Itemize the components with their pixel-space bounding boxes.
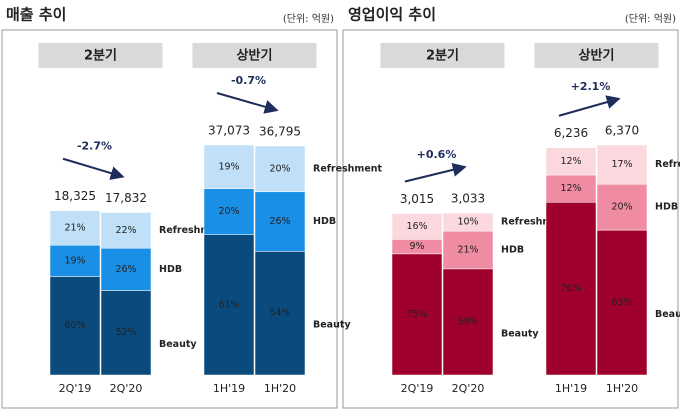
x-tick-label: 1H'19 [555, 382, 587, 395]
bar-segment [545, 147, 597, 176]
bar-segment [49, 244, 101, 277]
segment-label: 60% [64, 320, 85, 331]
series-label: HDB [501, 244, 524, 255]
series-label: Beauty [655, 309, 680, 320]
bar-segment [442, 268, 494, 376]
x-tick-label: 1H'20 [264, 382, 296, 395]
group-label: 2분기 [426, 49, 459, 64]
segment-label: 75% [406, 309, 427, 320]
segment-label: 10% [457, 217, 478, 228]
x-tick-label: 2Q'19 [401, 382, 434, 395]
x-tick-label: 1H'19 [213, 382, 245, 395]
total-label: 6,236 [554, 126, 588, 140]
bar-segment [545, 202, 597, 376]
series-label: Beauty [501, 328, 539, 339]
bar-segment [100, 247, 152, 291]
bar-segment [100, 290, 152, 376]
group-label: 상반기 [237, 48, 273, 64]
segment-label: 9% [409, 241, 424, 252]
group-label: 2분기 [84, 49, 117, 64]
unit-label: (단위: 억원) [625, 12, 676, 25]
bar-segment [596, 144, 648, 185]
bar-segment [391, 253, 443, 376]
segment-label: 26% [115, 264, 136, 275]
segment-label: 19% [218, 161, 239, 172]
bar-segment [442, 212, 494, 232]
group-header [380, 43, 505, 68]
panel-border [342, 29, 679, 409]
group-label: 상반기 [579, 48, 615, 64]
change-arrow [404, 162, 467, 183]
bar-segment [100, 212, 152, 249]
segment-label: 16% [406, 221, 427, 232]
bar-segment [254, 251, 306, 376]
bar-segment [596, 183, 648, 231]
segment-label: 12% [560, 156, 581, 167]
change-arrow [558, 95, 621, 117]
segment-label: 12% [560, 183, 581, 194]
bar-segment [545, 174, 597, 203]
bar-segment [254, 145, 306, 193]
group-header [192, 43, 317, 68]
series-label: Beauty [159, 339, 197, 350]
bar-segment [203, 144, 255, 189]
total-label: 37,073 [208, 124, 250, 138]
unit-label: (단위: 억원) [283, 12, 334, 25]
series-label: Beauty [313, 320, 351, 331]
segment-label: 63% [611, 297, 632, 308]
series-label: Refreshment [159, 225, 229, 236]
change-label: -0.7% [231, 74, 266, 87]
segment-label: 59% [457, 316, 478, 327]
change-arrow [62, 157, 125, 180]
segment-label: 22% [115, 225, 136, 236]
segment-label: 20% [269, 163, 290, 174]
total-label: 17,832 [105, 191, 147, 205]
change-label: +0.6% [417, 148, 457, 161]
group-header [38, 43, 163, 68]
change-label: +2.1% [571, 80, 611, 93]
segment-label: 21% [457, 244, 478, 255]
total-label: 3,015 [400, 192, 434, 206]
total-label: 6,370 [605, 124, 639, 138]
segment-label: 76% [560, 283, 581, 294]
bar-segment [442, 230, 494, 270]
series-label: HDB [313, 216, 336, 227]
series-label: Refreshment [313, 163, 383, 174]
segment-label: 20% [218, 206, 239, 217]
bar-segment [49, 210, 101, 246]
bar-segment [391, 213, 443, 240]
change-label: -2.7% [77, 140, 112, 153]
panel-border [1, 29, 338, 409]
segment-label: 52% [115, 327, 136, 338]
change-arrow [216, 92, 279, 114]
x-tick-label: 2Q'19 [59, 382, 92, 395]
panel-title: 매출 추이 [6, 6, 66, 24]
total-label: 36,795 [259, 124, 301, 138]
segment-label: 61% [218, 299, 239, 310]
x-tick-label: 1H'20 [606, 382, 638, 395]
segment-label: 21% [64, 222, 85, 233]
series-label: Refreshment [655, 159, 680, 170]
series-label: Refreshment [501, 217, 571, 228]
segment-label: 20% [611, 202, 632, 213]
x-tick-label: 2Q'20 [110, 382, 143, 395]
bar-segment [203, 188, 255, 235]
total-label: 18,325 [54, 189, 96, 203]
bar-segment [596, 229, 648, 376]
panel-title: 영업이익 추이 [348, 6, 436, 24]
segment-label: 19% [64, 255, 85, 266]
x-tick-label: 2Q'20 [452, 382, 485, 395]
segment-label: 26% [269, 216, 290, 227]
segment-label: 17% [611, 159, 632, 170]
group-header [534, 43, 659, 68]
series-label: HDB [159, 264, 182, 275]
segment-label: 54% [269, 308, 290, 319]
total-label: 3,033 [451, 192, 485, 206]
series-label: HDB [655, 202, 678, 213]
